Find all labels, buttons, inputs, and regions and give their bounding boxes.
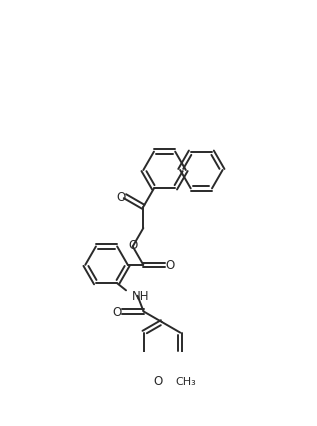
Text: O: O (112, 305, 121, 318)
Text: O: O (165, 259, 175, 272)
Text: O: O (116, 190, 125, 203)
Text: NH: NH (132, 290, 149, 302)
Text: O: O (128, 238, 137, 251)
Text: CH₃: CH₃ (175, 376, 196, 386)
Text: O: O (153, 374, 162, 387)
